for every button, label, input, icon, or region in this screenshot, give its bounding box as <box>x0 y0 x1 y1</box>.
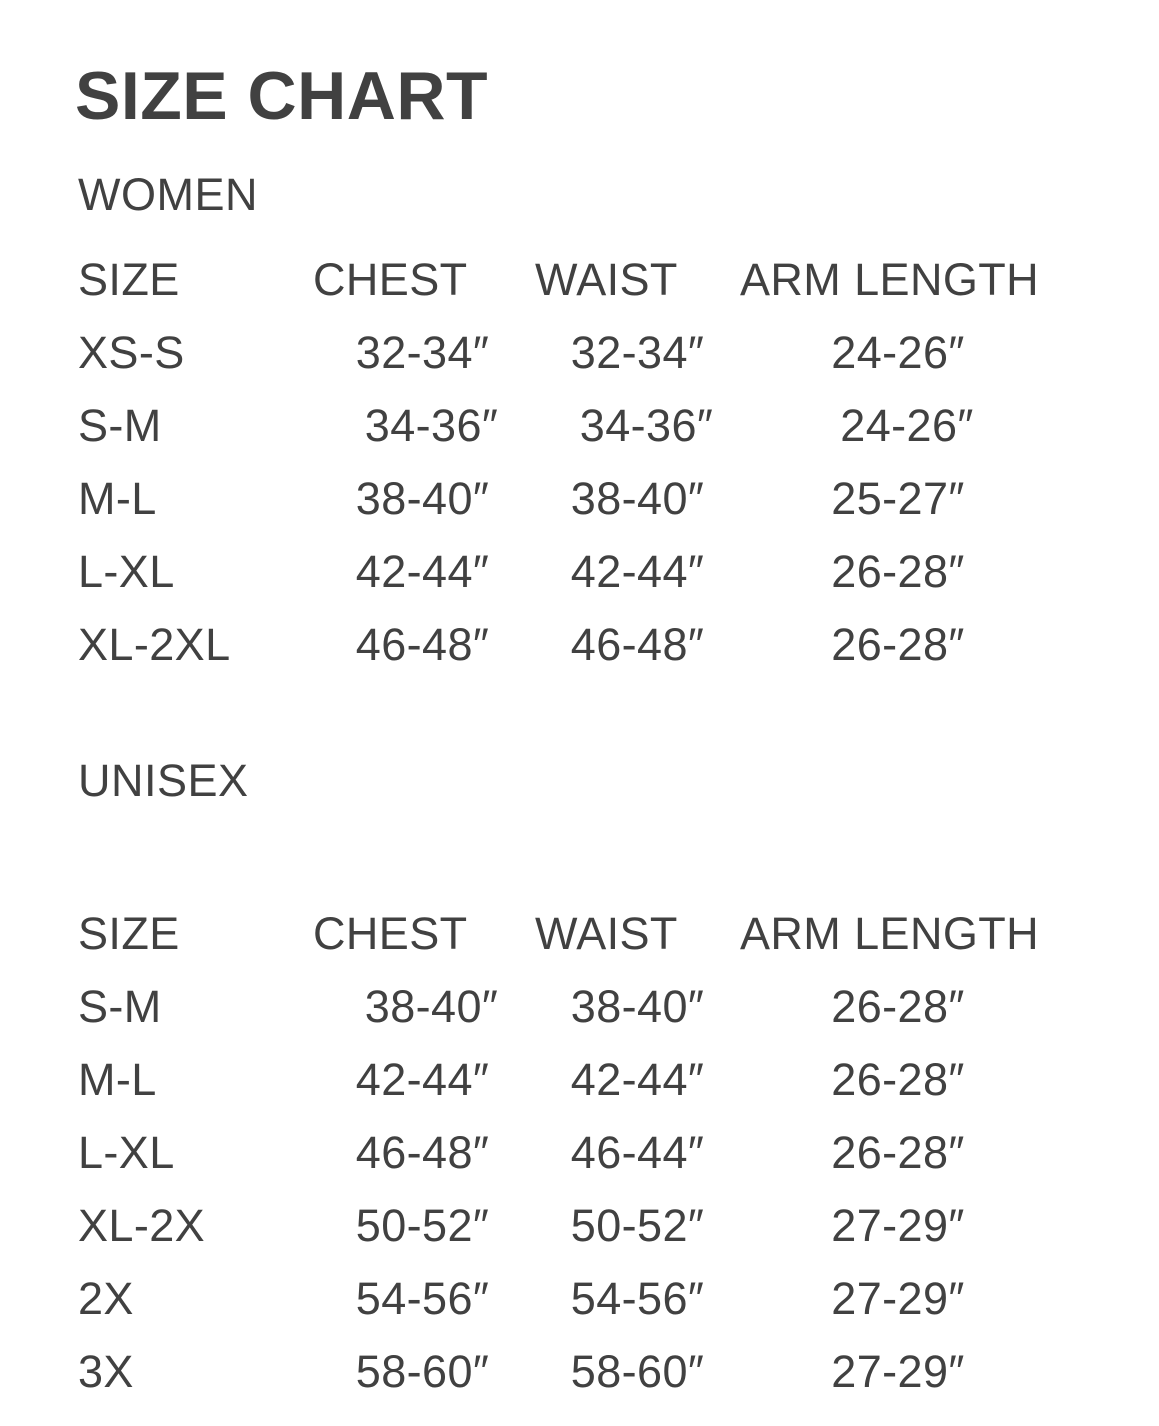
cell-size: L-XL <box>78 546 175 597</box>
cell-waist: 58-60″ <box>570 1346 705 1397</box>
cell-size: M-L <box>78 1054 157 1105</box>
cell-chest: 58-60″ <box>355 1346 490 1397</box>
cell-waist: 32-34″ <box>570 327 705 378</box>
cell-chest: 42-44″ <box>355 1054 490 1105</box>
cell-chest: 54-56″ <box>355 1273 490 1324</box>
women-size-table: SIZE CHEST WAIST ARM LENGTH XS-S 32-34″ … <box>78 243 1056 681</box>
column-header-size: SIZE <box>78 254 180 305</box>
cell-arm-length: 24-26″ <box>840 400 974 451</box>
cell-waist: 54-56″ <box>570 1273 705 1324</box>
cell-arm-length: 27-29″ <box>831 1273 965 1324</box>
section-label-women: WOMEN <box>78 169 258 220</box>
cell-size: 3X <box>78 1346 134 1397</box>
table-row: L-XL 46-48″ 46-44″ 26-28″ <box>78 1116 1056 1189</box>
cell-waist: 34-36″ <box>579 400 714 451</box>
cell-arm-length: 25-27″ <box>831 473 965 524</box>
cell-chest: 42-44″ <box>355 546 490 597</box>
cell-waist: 38-40″ <box>570 981 705 1032</box>
cell-waist: 50-52″ <box>570 1200 705 1251</box>
cell-chest: 46-48″ <box>355 1127 490 1178</box>
unisex-size-table: SIZE CHEST WAIST ARM LENGTH S-M 38-40″ 3… <box>78 897 1056 1408</box>
cell-arm-length: 26-28″ <box>831 1054 965 1105</box>
table-row: XL-2X 50-52″ 50-52″ 27-29″ <box>78 1189 1056 1262</box>
cell-size: L-XL <box>78 1127 175 1178</box>
cell-arm-length: 26-28″ <box>831 546 965 597</box>
table-row: M-L 38-40″ 38-40″ 25-27″ <box>78 462 1056 535</box>
column-header-arm-length: ARM LENGTH <box>740 254 1040 305</box>
cell-waist: 42-44″ <box>570 1054 705 1105</box>
cell-size: 2X <box>78 1273 134 1324</box>
cell-chest: 50-52″ <box>355 1200 490 1251</box>
table-row: XS-S 32-34″ 32-34″ 24-26″ <box>78 316 1056 389</box>
cell-arm-length: 26-28″ <box>831 619 965 670</box>
cell-waist: 46-44″ <box>570 1127 705 1178</box>
cell-chest: 34-36″ <box>364 400 499 451</box>
cell-size: XL-2X <box>78 1200 206 1251</box>
cell-size: S-M <box>78 400 162 451</box>
cell-chest: 32-34″ <box>355 327 490 378</box>
cell-size: M-L <box>78 473 157 524</box>
cell-arm-length: 26-28″ <box>831 1127 965 1178</box>
cell-chest: 38-40″ <box>355 473 490 524</box>
table-row: L-XL 42-44″ 42-44″ 26-28″ <box>78 535 1056 608</box>
page-title: SIZE CHART <box>75 58 488 134</box>
column-header-waist: WAIST <box>535 908 678 959</box>
section-label-unisex: UNISEX <box>78 755 249 806</box>
table-header-row: SIZE CHEST WAIST ARM LENGTH <box>78 243 1056 316</box>
table-row: 3X 58-60″ 58-60″ 27-29″ <box>78 1335 1056 1408</box>
cell-arm-length: 24-26″ <box>831 327 965 378</box>
table-row: M-L 42-44″ 42-44″ 26-28″ <box>78 1043 1056 1116</box>
cell-chest: 46-48″ <box>355 619 490 670</box>
column-header-chest: CHEST <box>313 908 468 959</box>
cell-arm-length: 26-28″ <box>831 981 965 1032</box>
column-header-arm-length: ARM LENGTH <box>740 908 1040 959</box>
column-header-chest: CHEST <box>313 254 468 305</box>
cell-arm-length: 27-29″ <box>831 1346 965 1397</box>
table-row: 2X 54-56″ 54-56″ 27-29″ <box>78 1262 1056 1335</box>
table-row: S-M 34-36″ 34-36″ 24-26″ <box>78 389 1056 462</box>
column-header-size: SIZE <box>78 908 180 959</box>
column-header-waist: WAIST <box>535 254 678 305</box>
cell-waist: 38-40″ <box>570 473 705 524</box>
table-row: XL-2XL 46-48″ 46-48″ 26-28″ <box>78 608 1056 681</box>
cell-waist: 46-48″ <box>570 619 705 670</box>
table-header-row: SIZE CHEST WAIST ARM LENGTH <box>78 897 1056 970</box>
cell-chest: 38-40″ <box>364 981 499 1032</box>
cell-waist: 42-44″ <box>570 546 705 597</box>
cell-arm-length: 27-29″ <box>831 1200 965 1251</box>
cell-size: XS-S <box>78 327 185 378</box>
cell-size: S-M <box>78 981 162 1032</box>
table-row: S-M 38-40″ 38-40″ 26-28″ <box>78 970 1056 1043</box>
cell-size: XL-2XL <box>78 619 231 670</box>
